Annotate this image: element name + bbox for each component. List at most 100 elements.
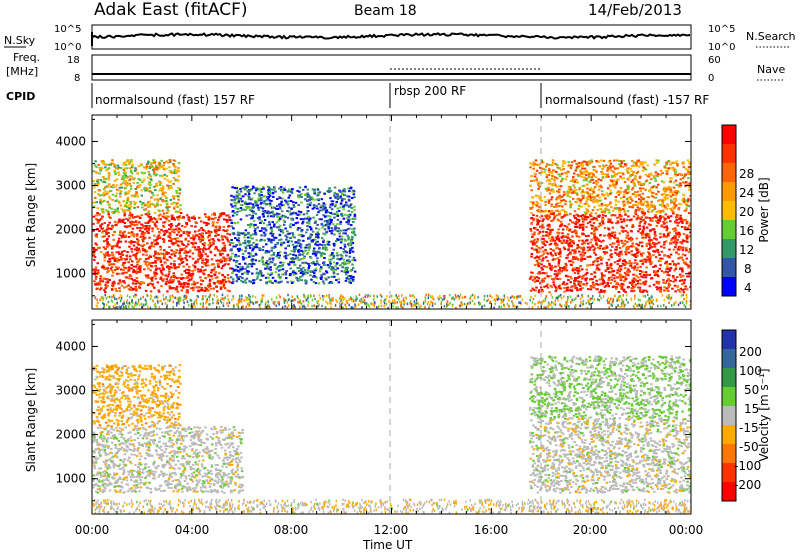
heatmap-cell — [537, 183, 540, 186]
heatmap-cell — [252, 223, 256, 226]
heatmap-cell — [96, 212, 99, 214]
heatmap-cell — [584, 273, 587, 276]
heatmap-cell — [340, 235, 344, 238]
heatmap-cell — [161, 199, 164, 201]
heatmap-cell — [542, 265, 546, 268]
heatmap-cell — [307, 220, 311, 223]
heatmap-cell — [101, 235, 104, 238]
heatmap-cell — [233, 269, 236, 272]
heatmap-cell — [312, 216, 315, 219]
heatmap-cell — [590, 215, 593, 218]
heatmap-cell — [164, 229, 167, 232]
heatmap-cell — [556, 190, 559, 193]
heatmap-cell — [281, 273, 284, 276]
heatmap-cell — [321, 226, 324, 229]
heatmap-cell — [547, 217, 551, 220]
heatmap-cell — [347, 220, 350, 223]
heatmap-cell — [111, 288, 114, 291]
heatmap-cell — [123, 281, 126, 284]
heatmap-cell — [346, 214, 350, 217]
heatmap-cell — [221, 252, 224, 255]
heatmap-cell — [258, 216, 261, 219]
heatmap-cell — [265, 261, 268, 264]
heatmap-cell — [267, 238, 271, 241]
heatmap-cell — [655, 159, 658, 162]
heatmap-cell — [212, 281, 216, 284]
heatmap-cell — [685, 222, 688, 225]
heatmap-cell — [553, 205, 556, 208]
heatmap-cell — [108, 244, 111, 247]
heatmap-cell — [92, 248, 96, 251]
heatmap-cell — [212, 263, 215, 266]
heatmap-cell — [200, 286, 204, 289]
heatmap-cell — [250, 210, 254, 213]
heatmap-cell — [597, 199, 600, 202]
heatmap-cell — [663, 254, 667, 257]
heatmap-cell — [652, 271, 656, 274]
heatmap-cell — [92, 201, 96, 204]
heatmap-cell — [157, 289, 160, 292]
heatmap-cell — [593, 238, 597, 240]
heatmap-cell — [234, 202, 238, 205]
heatmap-cell — [631, 160, 634, 162]
heatmap-cell — [115, 192, 119, 195]
heatmap-cell — [156, 194, 159, 197]
heatmap-cell — [238, 247, 241, 250]
heatmap-cell — [225, 214, 228, 217]
heatmap-cell — [214, 271, 218, 274]
heatmap-cell — [231, 270, 235, 273]
heatmap-cell — [654, 214, 657, 217]
heatmap-cell — [340, 239, 343, 242]
heatmap-cell — [215, 259, 218, 262]
heatmap-cell — [105, 231, 108, 234]
heatmap-cell — [101, 208, 104, 211]
heatmap-cell — [650, 204, 653, 207]
heatmap-cell — [178, 263, 181, 266]
heatmap-cell — [643, 258, 647, 261]
heatmap-cell — [123, 222, 127, 224]
heatmap-cell — [244, 201, 247, 204]
heatmap-cell — [630, 253, 634, 256]
heatmap-cell — [97, 271, 100, 274]
heatmap-cell — [170, 230, 174, 233]
heatmap-cell — [106, 241, 109, 244]
heatmap-cell — [243, 188, 247, 191]
heatmap-cell — [214, 234, 217, 237]
date-label: 14/Feb/2013 — [588, 1, 682, 19]
heatmap-cell — [278, 254, 282, 257]
heatmap-cell — [237, 255, 240, 258]
heatmap-cell — [278, 234, 282, 237]
heatmap-cell — [674, 197, 677, 200]
heatmap-cell — [350, 238, 354, 241]
heatmap-cell — [530, 212, 533, 214]
heatmap-cell — [347, 238, 350, 241]
heatmap-cell — [117, 171, 120, 174]
heatmap-cell — [351, 280, 355, 282]
heatmap-cell — [630, 180, 633, 183]
heatmap-cell — [228, 290, 231, 293]
heatmap-cell — [191, 245, 195, 248]
heatmap-cell — [235, 191, 239, 194]
heatmap-cell — [122, 210, 126, 213]
heatmap-cell — [111, 282, 115, 285]
heatmap-cell — [218, 282, 221, 285]
heatmap-cell — [585, 277, 588, 280]
heatmap-cell — [155, 166, 158, 169]
heatmap-cell — [195, 261, 198, 264]
heatmap-cell — [120, 219, 124, 222]
heatmap-cell — [98, 230, 101, 232]
heatmap-cell — [230, 248, 233, 251]
heatmap-cell — [541, 223, 544, 226]
heatmap-cell — [328, 258, 331, 261]
heatmap-cell — [606, 187, 610, 190]
heatmap-cell — [250, 217, 253, 220]
heatmap-cell — [235, 273, 238, 276]
heatmap-cell — [180, 273, 183, 276]
heatmap-cell — [682, 261, 686, 264]
heatmap-cell — [559, 252, 562, 255]
heatmap-cell — [330, 275, 333, 278]
heatmap-cell — [638, 222, 642, 225]
heatmap-cell — [561, 215, 565, 218]
heatmap-cell — [103, 180, 106, 183]
heatmap-cell — [224, 218, 228, 221]
